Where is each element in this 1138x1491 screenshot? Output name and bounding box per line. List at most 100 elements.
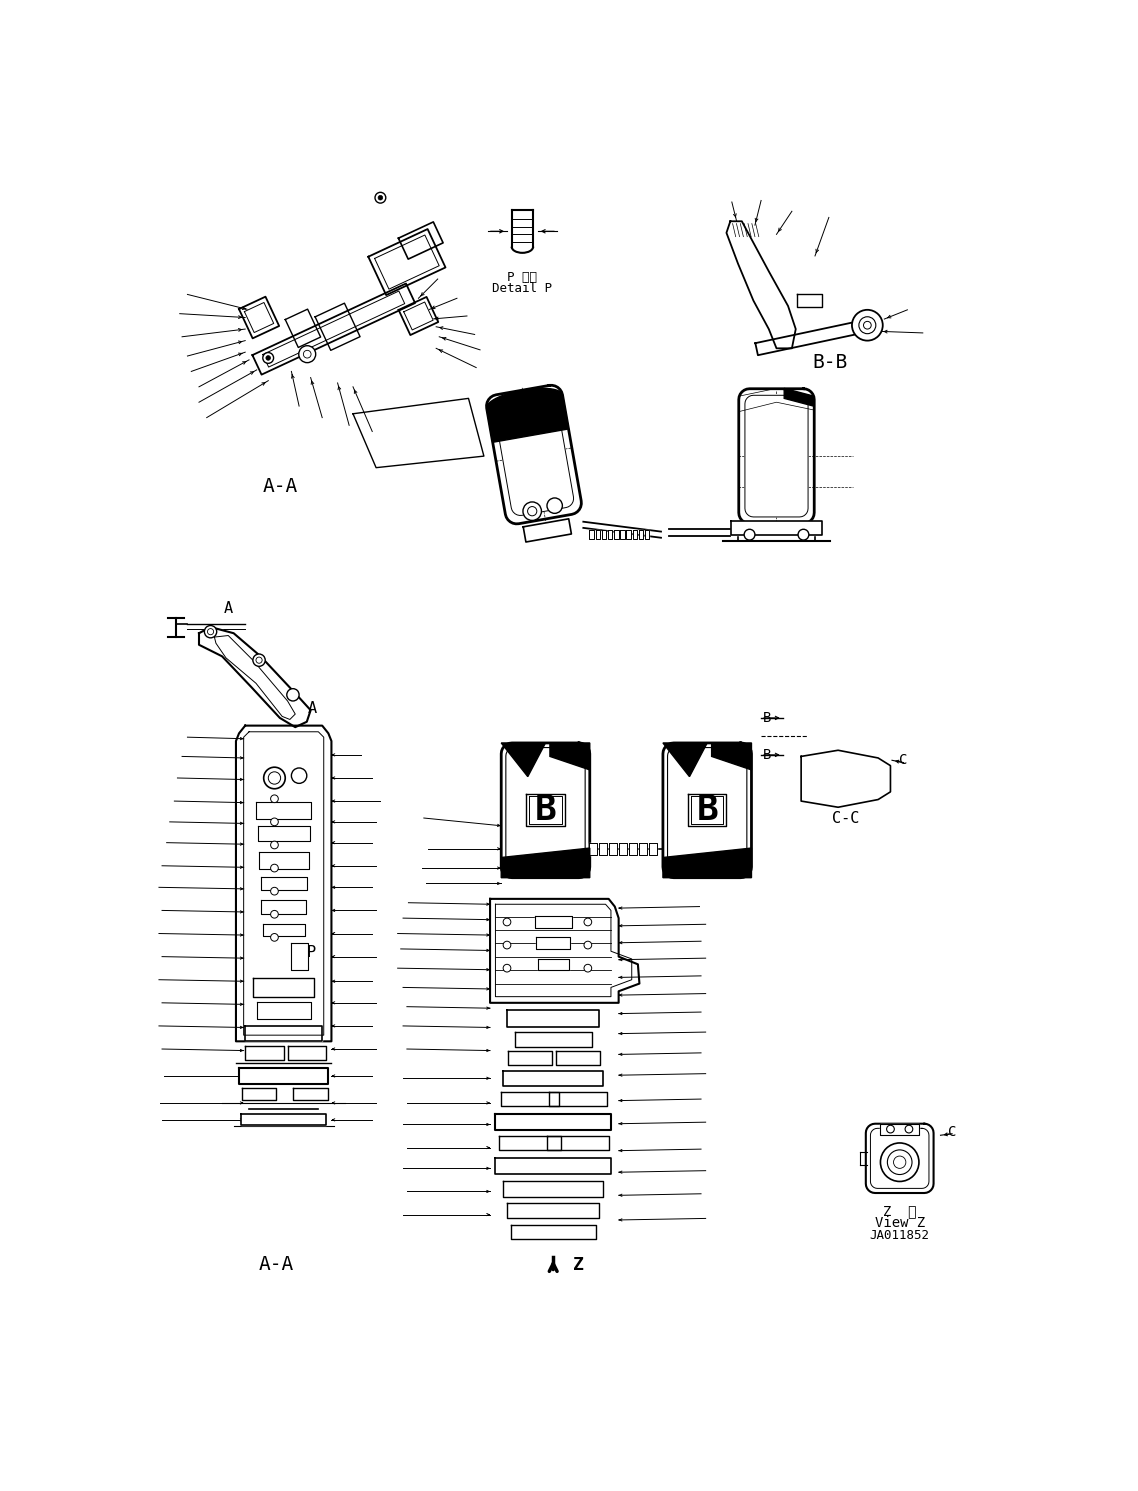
Polygon shape — [756, 319, 875, 355]
Polygon shape — [739, 389, 814, 523]
Polygon shape — [640, 842, 648, 854]
Circle shape — [864, 322, 872, 330]
Polygon shape — [239, 1068, 328, 1084]
Polygon shape — [239, 297, 279, 338]
Circle shape — [523, 502, 542, 520]
Polygon shape — [871, 1129, 929, 1188]
Polygon shape — [241, 1087, 277, 1100]
Text: B: B — [696, 793, 718, 828]
Polygon shape — [668, 747, 747, 874]
Polygon shape — [288, 1047, 327, 1060]
Text: JA011852: JA011852 — [869, 1229, 930, 1242]
Polygon shape — [236, 726, 331, 1041]
Polygon shape — [526, 795, 564, 826]
Polygon shape — [726, 221, 795, 349]
Polygon shape — [740, 388, 814, 412]
Polygon shape — [508, 1051, 552, 1065]
Polygon shape — [487, 388, 569, 443]
Polygon shape — [555, 1051, 600, 1065]
Text: A: A — [307, 701, 316, 716]
Polygon shape — [691, 796, 724, 825]
Polygon shape — [549, 1091, 607, 1106]
Polygon shape — [490, 899, 640, 1003]
Circle shape — [376, 192, 386, 203]
Text: A-A: A-A — [258, 1255, 294, 1275]
Circle shape — [798, 529, 809, 540]
Polygon shape — [731, 520, 822, 535]
Polygon shape — [500, 1136, 561, 1150]
Polygon shape — [374, 236, 439, 289]
Polygon shape — [645, 529, 650, 540]
Polygon shape — [638, 529, 643, 540]
Circle shape — [887, 1126, 894, 1133]
Text: View Z: View Z — [875, 1217, 925, 1230]
Polygon shape — [263, 923, 305, 936]
Polygon shape — [257, 1002, 311, 1018]
Circle shape — [378, 195, 382, 200]
Polygon shape — [663, 848, 751, 878]
Polygon shape — [600, 842, 607, 854]
Polygon shape — [258, 851, 308, 869]
Polygon shape — [798, 294, 822, 307]
Text: Z: Z — [574, 1255, 584, 1273]
Polygon shape — [619, 842, 627, 854]
Polygon shape — [523, 519, 571, 543]
Circle shape — [271, 865, 279, 872]
Circle shape — [269, 772, 281, 784]
Polygon shape — [881, 1124, 920, 1135]
Circle shape — [503, 918, 511, 926]
Polygon shape — [294, 1087, 328, 1100]
Circle shape — [584, 965, 592, 972]
Polygon shape — [508, 1203, 600, 1218]
Polygon shape — [495, 1114, 611, 1130]
Text: A-A: A-A — [262, 477, 297, 497]
Circle shape — [263, 352, 273, 364]
Text: Z  視: Z 視 — [883, 1203, 916, 1218]
Circle shape — [207, 629, 214, 635]
Circle shape — [881, 1144, 920, 1181]
Polygon shape — [508, 1009, 600, 1027]
Polygon shape — [536, 936, 570, 948]
Circle shape — [271, 933, 279, 941]
Polygon shape — [633, 529, 637, 540]
Text: C-C: C-C — [832, 811, 859, 826]
Polygon shape — [745, 395, 808, 517]
Polygon shape — [663, 743, 707, 777]
Circle shape — [888, 1150, 912, 1175]
Polygon shape — [398, 222, 443, 259]
Polygon shape — [290, 944, 307, 971]
Polygon shape — [501, 848, 589, 878]
Circle shape — [253, 655, 265, 666]
Circle shape — [271, 795, 279, 802]
Polygon shape — [315, 303, 360, 350]
Polygon shape — [501, 1091, 559, 1106]
Circle shape — [266, 356, 271, 361]
Polygon shape — [494, 394, 574, 516]
Circle shape — [264, 768, 286, 789]
Circle shape — [271, 887, 279, 895]
Polygon shape — [241, 1114, 327, 1126]
Circle shape — [271, 841, 279, 848]
Circle shape — [256, 658, 262, 663]
Polygon shape — [369, 230, 445, 295]
Text: P: P — [306, 945, 315, 960]
Circle shape — [584, 941, 592, 948]
Polygon shape — [629, 842, 637, 854]
Polygon shape — [589, 842, 597, 854]
Polygon shape — [245, 303, 274, 332]
Polygon shape — [535, 915, 571, 927]
Text: B: B — [762, 711, 772, 725]
Polygon shape — [589, 529, 594, 540]
Polygon shape — [286, 309, 321, 347]
Polygon shape — [253, 978, 314, 997]
Polygon shape — [784, 388, 814, 406]
Polygon shape — [398, 297, 438, 335]
Text: B-B: B-B — [813, 353, 848, 371]
Polygon shape — [253, 283, 415, 374]
Circle shape — [304, 350, 311, 358]
Text: C: C — [948, 1126, 956, 1139]
Polygon shape — [404, 303, 434, 330]
Circle shape — [547, 498, 562, 513]
Circle shape — [744, 529, 754, 540]
Circle shape — [299, 346, 315, 362]
